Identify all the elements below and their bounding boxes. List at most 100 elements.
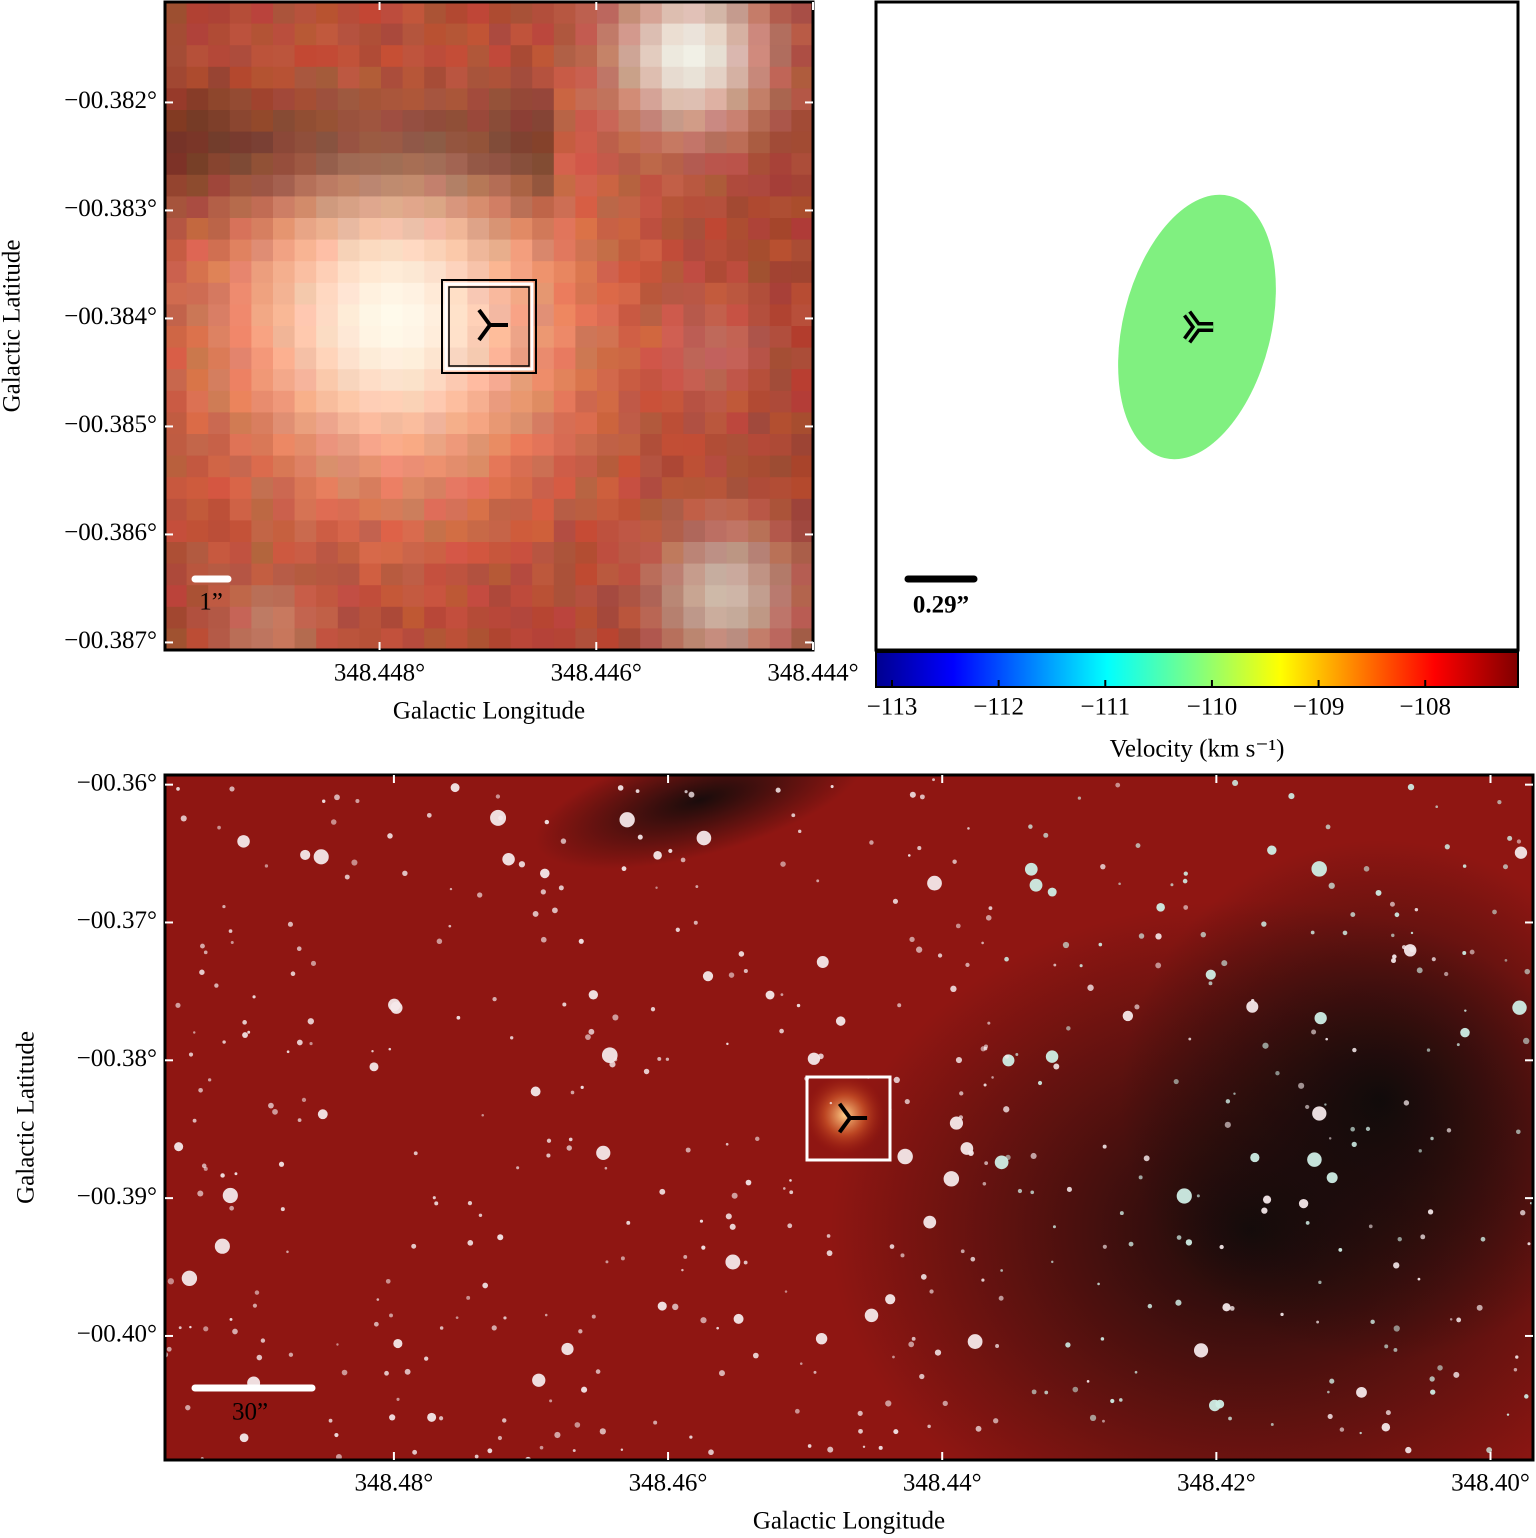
star	[1385, 1410, 1391, 1416]
star	[958, 1115, 964, 1120]
image-pixel	[791, 369, 813, 392]
star	[188, 1052, 194, 1057]
image-pixel	[251, 347, 274, 370]
star	[985, 915, 992, 921]
image-pixel	[683, 239, 706, 262]
image-pixel	[618, 563, 641, 586]
star	[1037, 1080, 1043, 1086]
star	[653, 1420, 658, 1425]
star	[908, 1341, 915, 1348]
star	[167, 1278, 174, 1285]
image-pixel	[510, 347, 533, 370]
image-pixel	[683, 282, 706, 305]
colorbar-tick-label: −110	[1187, 694, 1238, 721]
star	[229, 786, 235, 792]
star	[1314, 1011, 1327, 1025]
x-axis-label: Galactic Longitude	[393, 698, 585, 725]
star	[411, 1243, 417, 1249]
image-pixel	[705, 498, 728, 521]
image-pixel	[575, 369, 598, 392]
source-marker	[1185, 312, 1214, 342]
image-pixel	[294, 347, 317, 370]
star	[1030, 1190, 1035, 1195]
image-pixel	[532, 628, 555, 650]
image-pixel	[316, 261, 339, 284]
image-pixel	[726, 174, 749, 197]
image-pixel	[359, 520, 382, 543]
image-pixel	[489, 390, 512, 413]
star	[1224, 1121, 1231, 1128]
image-pixel	[553, 498, 576, 521]
image-pixel	[186, 131, 209, 154]
star	[983, 1046, 988, 1051]
image-pixel	[640, 542, 663, 565]
star	[1004, 1054, 1009, 1059]
image-pixel	[683, 477, 706, 500]
image-pixel	[251, 196, 274, 219]
image-pixel	[597, 23, 620, 46]
star	[588, 990, 599, 1000]
image-pixel	[769, 520, 792, 543]
image-pixel	[316, 520, 339, 543]
image-pixel	[467, 261, 490, 284]
image-pixel	[208, 174, 231, 197]
image-pixel	[251, 45, 274, 68]
star	[307, 1018, 314, 1025]
image-pixel	[510, 2, 533, 25]
image-pixel	[748, 261, 771, 284]
image-pixel	[251, 153, 274, 176]
image-pixel	[748, 326, 771, 349]
image-pixel	[316, 282, 339, 305]
image-pixel	[640, 88, 663, 111]
image-pixel	[618, 153, 641, 176]
star	[540, 936, 547, 943]
star	[699, 1219, 704, 1223]
image-pixel	[769, 2, 792, 25]
star	[780, 993, 784, 997]
image-pixel	[575, 131, 598, 154]
image-pixel	[251, 261, 274, 284]
image-pixel	[381, 218, 404, 241]
star	[927, 1424, 931, 1429]
image-pixel	[575, 455, 598, 478]
image-pixel	[359, 585, 382, 608]
star	[178, 1326, 182, 1330]
star	[1219, 1244, 1224, 1250]
image-pixel	[381, 455, 404, 478]
image-pixel	[251, 110, 274, 133]
image-pixel	[705, 239, 728, 262]
image-pixel	[359, 606, 382, 629]
image-pixel	[337, 45, 360, 68]
image-pixel	[726, 261, 749, 284]
image-pixel	[575, 542, 598, 565]
star	[385, 1278, 391, 1284]
image-pixel	[273, 45, 296, 68]
star	[234, 1172, 238, 1176]
star	[1410, 931, 1414, 935]
star	[1401, 945, 1407, 950]
star	[180, 815, 187, 822]
image-pixel	[186, 412, 209, 435]
star	[1118, 882, 1121, 886]
star	[1208, 981, 1213, 986]
image-pixel	[359, 455, 382, 478]
star	[1435, 805, 1439, 809]
image-pixel	[748, 239, 771, 262]
image-pixel	[445, 131, 468, 154]
image-pixel	[683, 2, 706, 25]
image-pixel	[618, 174, 641, 197]
star	[1456, 1317, 1462, 1323]
image-pixel	[337, 542, 360, 565]
image-pixel	[661, 455, 684, 478]
star	[390, 1001, 403, 1014]
image-pixel	[661, 218, 684, 241]
image-pixel	[769, 110, 792, 133]
image-pixel	[769, 88, 792, 111]
star	[389, 1414, 396, 1421]
image-pixel	[769, 412, 792, 435]
star	[371, 1049, 374, 1053]
image-pixel	[186, 23, 209, 46]
image-pixel	[532, 66, 555, 89]
star	[1325, 1037, 1328, 1041]
star	[970, 1256, 976, 1262]
